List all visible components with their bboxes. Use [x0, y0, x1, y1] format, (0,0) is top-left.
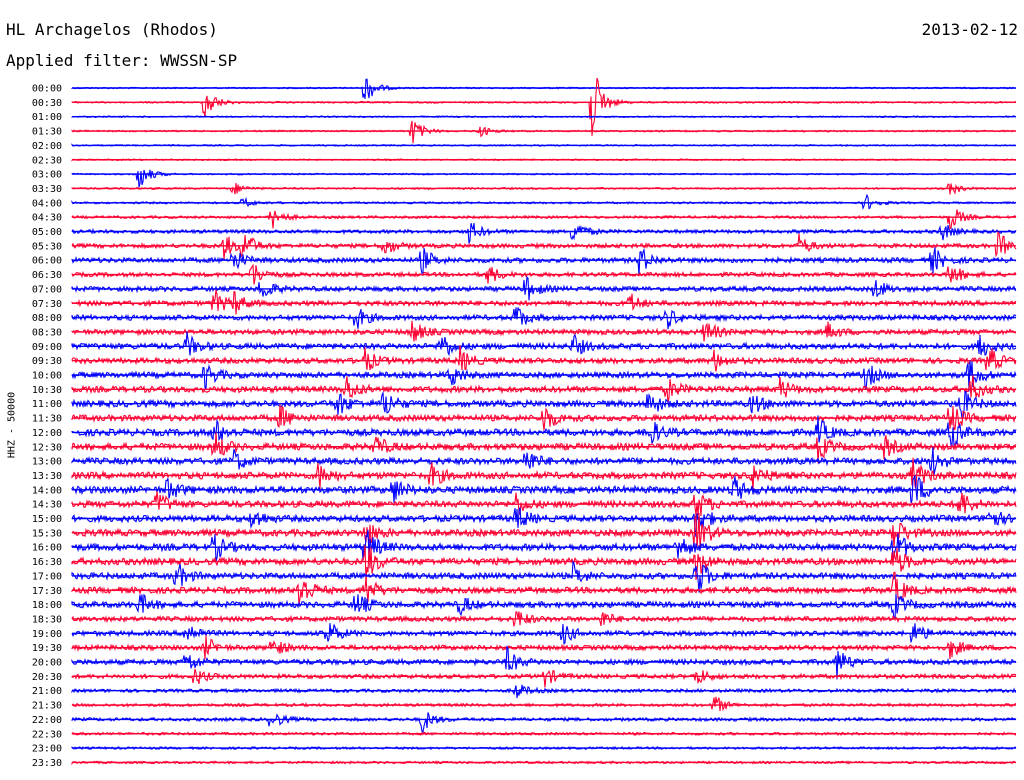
time-tick-0200: 02:00 — [32, 141, 62, 152]
time-tick-1100: 11:00 — [32, 399, 62, 410]
time-tick-2230: 22:30 — [32, 729, 62, 740]
trace-2130 — [71, 696, 1017, 712]
time-tick-0130: 01:30 — [32, 127, 62, 138]
time-tick-0530: 05:30 — [32, 241, 62, 252]
time-tick-1500: 15:00 — [32, 514, 62, 525]
trace-0730 — [71, 289, 1017, 315]
record-date: 2013-02-12 — [921, 20, 1018, 39]
time-tick-1600: 16:00 — [32, 543, 62, 554]
station-title: HL Archagelos (Rhodos) — [6, 20, 218, 39]
time-tick-0700: 07:00 — [32, 284, 62, 295]
time-tick-0930: 09:30 — [32, 356, 62, 367]
trace-0500 — [71, 222, 1017, 244]
time-tick-1930: 19:30 — [32, 643, 62, 654]
trace-0700 — [71, 275, 1017, 301]
time-tick-2130: 21:30 — [32, 701, 62, 712]
filter-label: Applied filter: WWSSN-SP — [6, 51, 238, 70]
time-tick-2200: 22:00 — [32, 715, 62, 726]
trace-0300 — [71, 169, 1017, 188]
time-tick-0000: 00:00 — [32, 84, 62, 95]
time-tick-2000: 20:00 — [32, 658, 62, 669]
time-tick-0800: 08:00 — [32, 313, 62, 324]
time-tick-0600: 06:00 — [32, 256, 62, 267]
time-tick-1800: 18:00 — [32, 600, 62, 611]
time-tick-1700: 17:00 — [32, 571, 62, 582]
time-tick-0830: 08:30 — [32, 327, 62, 338]
time-tick-1630: 16:30 — [32, 557, 62, 568]
time-tick-0430: 04:30 — [32, 213, 62, 224]
time-tick-1730: 17:30 — [32, 586, 62, 597]
time-tick-1130: 11:30 — [32, 414, 62, 425]
time-tick-2100: 21:00 — [32, 686, 62, 697]
trace-0900 — [71, 331, 1017, 357]
time-tick-1400: 14:00 — [32, 485, 62, 496]
time-tick-2030: 20:30 — [32, 672, 62, 683]
trace-1030 — [71, 374, 1017, 404]
time-tick-1230: 12:30 — [32, 442, 62, 453]
trace-0430 — [71, 209, 1017, 230]
time-tick-1430: 14:30 — [32, 500, 62, 511]
time-tick-0100: 01:00 — [32, 112, 62, 123]
time-tick-labels: 00:00 00:30 01:00 01:30 02:00 02:30 03:00 03:30… — [32, 84, 62, 769]
trace-2200 — [71, 712, 1017, 733]
trace-lines — [71, 77, 1017, 766]
time-tick-1330: 13:30 — [32, 471, 62, 482]
trace-0000 — [71, 78, 1017, 99]
trace-1100 — [71, 390, 1017, 420]
time-tick-0900: 09:00 — [32, 342, 62, 353]
time-tick-0030: 00:30 — [32, 98, 62, 109]
time-tick-0230: 02:30 — [32, 155, 62, 166]
trace-0130 — [71, 120, 1017, 144]
time-tick-1300: 13:00 — [32, 457, 62, 468]
time-tick-0730: 07:30 — [32, 299, 62, 310]
time-tick-1200: 12:00 — [32, 428, 62, 439]
time-tick-2300: 23:00 — [32, 744, 62, 755]
time-tick-0300: 03:00 — [32, 170, 62, 181]
trace-0030 — [71, 77, 1016, 136]
trace-1800 — [71, 593, 1017, 621]
trace-0930 — [71, 345, 1017, 372]
trace-0600 — [71, 247, 1017, 276]
time-tick-0630: 06:30 — [32, 270, 62, 281]
time-tick-1830: 18:30 — [32, 614, 62, 625]
time-tick-1530: 15:30 — [32, 528, 62, 539]
trace-0830 — [71, 320, 1017, 342]
trace-0400 — [71, 193, 1017, 211]
time-tick-1900: 19:00 — [32, 629, 62, 640]
time-tick-0500: 05:00 — [32, 227, 62, 238]
time-tick-2330: 23:30 — [32, 758, 62, 769]
time-tick-0400: 04:00 — [32, 198, 62, 209]
trace-1000 — [71, 360, 1017, 392]
time-tick-1000: 10:00 — [32, 371, 62, 382]
time-tick-0330: 03:30 — [32, 184, 62, 195]
trace-2030 — [71, 668, 1017, 688]
time-tick-1030: 10:30 — [32, 385, 62, 396]
